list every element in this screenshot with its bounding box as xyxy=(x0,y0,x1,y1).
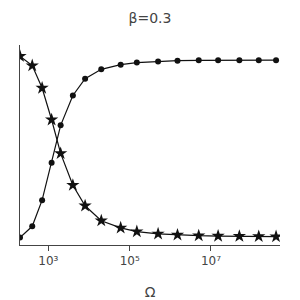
svg-text:10³: 10³ xyxy=(38,254,58,268)
svg-text:β=0.3: β=0.3 xyxy=(129,10,172,26)
svg-text:Ω: Ω xyxy=(145,284,156,300)
svg-text:10⁷: 10⁷ xyxy=(201,254,221,268)
svg-text:10⁵: 10⁵ xyxy=(120,254,140,268)
